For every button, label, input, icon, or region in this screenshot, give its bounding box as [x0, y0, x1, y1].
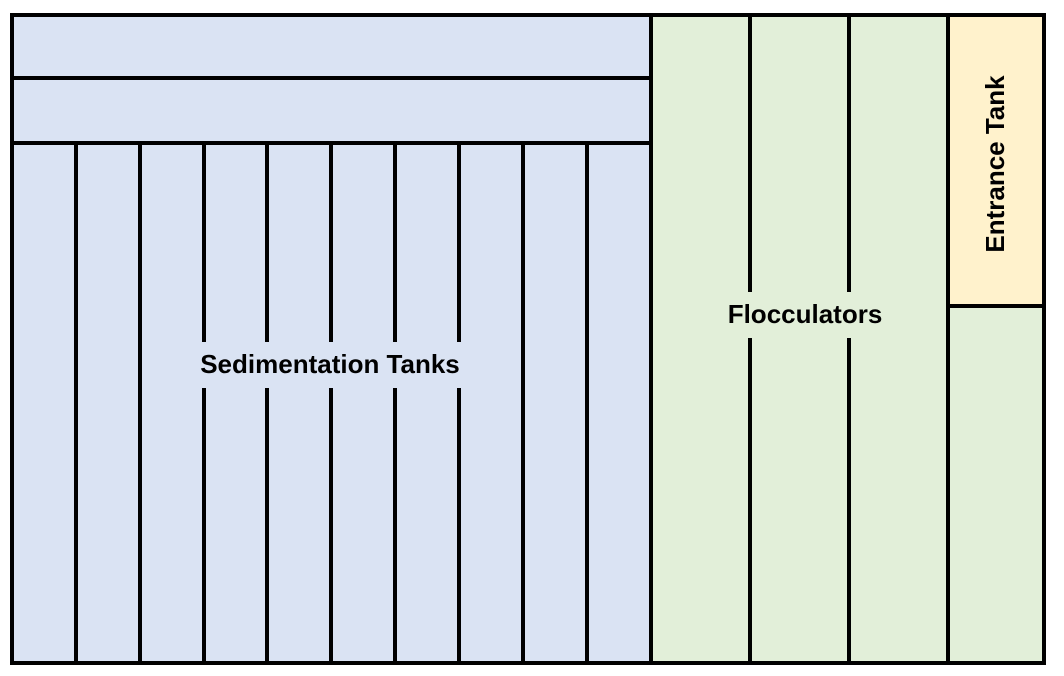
- entrance-right-lower-zone: [948, 306, 1044, 663]
- entrance-tank-label: Entrance Tank: [980, 75, 1010, 253]
- plant-outline: [10, 13, 1046, 665]
- sedimentation-tanks-label: Sedimentation Tanks: [200, 349, 460, 379]
- entrance-tank-zone: [948, 15, 1044, 306]
- flocculators-label: Flocculators: [728, 299, 883, 329]
- flocculator-zone: [651, 15, 948, 663]
